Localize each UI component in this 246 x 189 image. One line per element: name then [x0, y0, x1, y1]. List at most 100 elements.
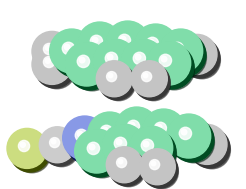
Circle shape: [44, 57, 64, 76]
Circle shape: [39, 39, 67, 67]
Circle shape: [141, 32, 182, 73]
Circle shape: [38, 51, 68, 80]
Circle shape: [68, 46, 112, 90]
Circle shape: [148, 77, 156, 86]
Circle shape: [51, 139, 67, 155]
Circle shape: [114, 137, 126, 149]
Circle shape: [110, 57, 124, 71]
Circle shape: [40, 128, 75, 162]
Circle shape: [104, 68, 127, 92]
Circle shape: [128, 121, 150, 142]
Circle shape: [107, 54, 127, 74]
Circle shape: [146, 155, 171, 180]
Circle shape: [81, 26, 119, 64]
Circle shape: [132, 125, 146, 139]
Circle shape: [64, 117, 106, 159]
Circle shape: [77, 131, 117, 172]
Circle shape: [112, 154, 145, 187]
Circle shape: [120, 161, 133, 174]
Circle shape: [146, 37, 159, 50]
Circle shape: [148, 42, 190, 84]
Circle shape: [78, 132, 116, 171]
Circle shape: [161, 56, 167, 62]
Circle shape: [43, 130, 73, 160]
Circle shape: [114, 155, 137, 177]
Circle shape: [49, 138, 60, 148]
Circle shape: [103, 49, 130, 76]
Circle shape: [52, 140, 66, 154]
Circle shape: [93, 38, 111, 56]
Circle shape: [17, 139, 40, 162]
Circle shape: [121, 162, 132, 173]
Circle shape: [145, 112, 183, 151]
Circle shape: [134, 24, 178, 68]
Circle shape: [99, 44, 107, 52]
Circle shape: [65, 45, 83, 63]
Circle shape: [174, 122, 215, 163]
Circle shape: [110, 75, 123, 88]
Circle shape: [151, 161, 156, 166]
Circle shape: [66, 43, 108, 85]
Circle shape: [162, 33, 200, 71]
Circle shape: [143, 110, 185, 152]
Circle shape: [116, 139, 122, 145]
Circle shape: [163, 34, 200, 70]
Circle shape: [87, 142, 100, 155]
Circle shape: [190, 48, 208, 66]
Circle shape: [103, 67, 128, 93]
Circle shape: [18, 140, 39, 161]
Circle shape: [142, 109, 186, 153]
Circle shape: [117, 109, 157, 149]
Circle shape: [156, 124, 176, 143]
Circle shape: [78, 56, 99, 77]
Circle shape: [25, 147, 34, 156]
Circle shape: [45, 45, 63, 63]
Circle shape: [128, 47, 159, 78]
Circle shape: [114, 136, 137, 160]
Circle shape: [14, 136, 50, 173]
Circle shape: [73, 126, 100, 153]
Circle shape: [142, 152, 178, 188]
Circle shape: [102, 127, 122, 146]
Circle shape: [48, 48, 61, 61]
Circle shape: [147, 115, 182, 149]
Circle shape: [51, 51, 59, 59]
Circle shape: [119, 160, 134, 174]
Circle shape: [139, 69, 162, 91]
Circle shape: [43, 56, 55, 68]
Circle shape: [153, 48, 186, 81]
Circle shape: [51, 30, 93, 72]
Circle shape: [35, 34, 70, 69]
Circle shape: [149, 43, 189, 84]
Circle shape: [170, 118, 214, 162]
Circle shape: [144, 142, 162, 160]
Circle shape: [56, 143, 64, 152]
Circle shape: [63, 43, 84, 64]
Circle shape: [188, 125, 226, 164]
Circle shape: [21, 143, 37, 159]
Circle shape: [76, 130, 118, 172]
Circle shape: [94, 39, 110, 55]
Circle shape: [154, 122, 177, 145]
Circle shape: [144, 153, 172, 182]
Circle shape: [33, 33, 71, 71]
Circle shape: [120, 36, 126, 42]
Circle shape: [89, 144, 109, 163]
Circle shape: [179, 50, 189, 60]
Circle shape: [133, 131, 170, 167]
Circle shape: [116, 31, 143, 58]
Circle shape: [57, 37, 97, 78]
Circle shape: [87, 142, 110, 165]
Circle shape: [79, 57, 99, 77]
Circle shape: [167, 114, 211, 158]
Circle shape: [162, 129, 172, 140]
Circle shape: [167, 61, 177, 72]
Circle shape: [166, 37, 206, 78]
Circle shape: [132, 62, 167, 96]
Circle shape: [125, 117, 152, 144]
Circle shape: [157, 51, 184, 78]
Circle shape: [95, 40, 109, 54]
Circle shape: [127, 43, 135, 51]
Circle shape: [160, 55, 182, 76]
Circle shape: [159, 53, 182, 77]
